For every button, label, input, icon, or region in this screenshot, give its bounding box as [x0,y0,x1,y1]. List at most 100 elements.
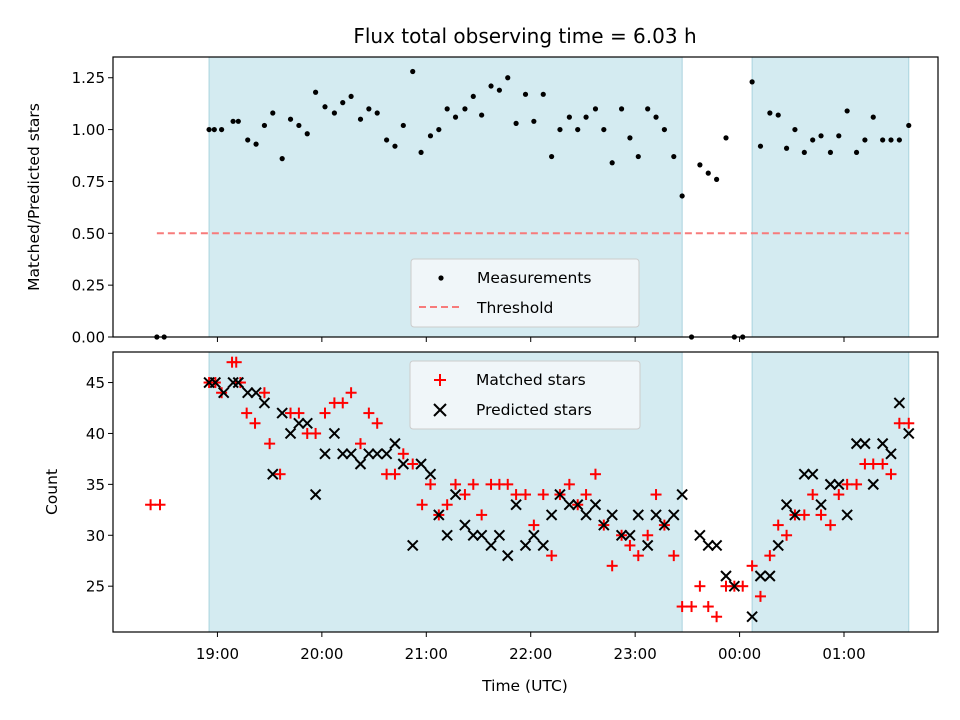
predicted-star-point [833,478,845,491]
predicted-star-point [424,468,437,480]
measurement-point [496,87,502,93]
matched-star-point [893,417,905,429]
predicted-star-point [720,570,732,582]
matched-stars-legend-label: Matched stars [476,371,586,389]
matched-star-point [668,550,680,562]
measurement-point [219,126,225,133]
measurement-point [714,176,720,182]
matched-star-point [502,478,514,490]
predicted-star-point [354,458,367,470]
measurement-point [836,133,842,139]
predicted-star-point [850,437,863,450]
bottom-y-axis-label: Count [43,469,61,515]
bottom-axes-frame [112,351,939,633]
measurement-point [661,126,667,133]
predicted-star-point [433,509,445,521]
measurement-point [444,106,450,112]
measurement-point [206,126,212,133]
measurement-point [549,153,555,160]
predicted-star-point [328,427,341,440]
x-axis-label: Time (UTC) [481,677,568,695]
measurement-point [749,79,755,85]
matched-star-point [606,560,618,572]
predicted-star-point [824,478,837,491]
measurement-point [322,104,328,110]
predicted-star-point [528,529,540,541]
predicted-star-point [615,529,628,541]
predicted-star-point [389,437,401,450]
measurement-point [818,133,824,139]
matched-stars-legend-marker [434,374,446,386]
predicted-star-point [606,509,618,521]
matched-star-point [841,478,853,490]
matched-star-point [589,468,601,480]
predicted-star-point [658,519,671,531]
y-tick-label: 40 [86,425,105,443]
measurement-point [296,122,302,129]
measurement-point [880,137,886,143]
predicted-star-point [309,488,322,501]
x-tick-label: 19:00 [196,645,239,663]
predicted-star-point [772,539,784,552]
matched-star-point [650,489,662,501]
predicted-star-point [258,397,271,409]
predicted-star-point [337,448,349,460]
predicted-star-point [728,580,741,592]
predicted-star-point [867,478,879,491]
matched-star-point [711,611,723,623]
predicted-star-point [475,529,488,541]
measurement-point [479,112,485,118]
bottom-legend: Matched stars Predicted stars [409,360,641,430]
matched-star-point [642,529,654,541]
matched-star-point [337,397,349,409]
matched-star-point [781,529,793,541]
matched-star-point [807,489,819,501]
predicted-stars-legend-label: Predicted stars [476,401,592,419]
measurement-point [775,112,781,118]
threshold-legend-label: Threshold [476,299,553,317]
measurement-point [627,135,633,141]
measurement-point [705,170,711,176]
matched-star-point [764,550,776,562]
matched-star-point [459,489,471,501]
matched-star-point [476,509,488,521]
measurement-point [896,137,902,143]
y-tick-label: 30 [86,527,105,545]
measurement-point [862,137,868,143]
measurement-points [154,68,912,340]
matched-star-point [389,468,401,480]
predicted-star-point [676,488,688,501]
predicted-star-point [650,509,662,521]
predicted-star-point [227,376,239,389]
matched-star-point [867,458,879,470]
predicted-star-point [502,549,514,562]
x-tick-label: 21:00 [405,645,448,663]
measurement-point [575,126,581,133]
observing-window-1 [751,351,910,633]
observing-window-1 [751,56,910,338]
top-y-ticks: 0.00 0.25 0.50 0.75 1.00 1.25 [72,69,113,347]
predicted-star-point [276,407,288,419]
matched-star-point [249,417,261,429]
matched-star-point [824,519,836,531]
matched-star-point [746,560,758,572]
measurement-point [792,126,798,133]
predicted-star-point [319,448,331,460]
measurement-point [312,89,319,95]
measurement-point [340,100,346,106]
y-tick-label: 0.25 [72,277,105,295]
predicted-star-point [267,468,279,480]
measurements-legend-marker [438,275,444,281]
measurement-point [801,149,807,156]
bottom-panel: 25 30 35 40 45 19:00 20:00 21:00 22:00 23:00 00:0… [43,351,939,695]
measurement-point [488,83,494,89]
predicted-star-point [293,417,305,429]
predicted-star-point [510,499,522,511]
y-tick-label: 25 [86,578,105,596]
measurement-point [374,110,380,116]
predicted-star-point [537,539,549,552]
predicted-star-point [841,509,853,521]
measurement-point [522,91,529,97]
matched-star-point [293,407,305,419]
